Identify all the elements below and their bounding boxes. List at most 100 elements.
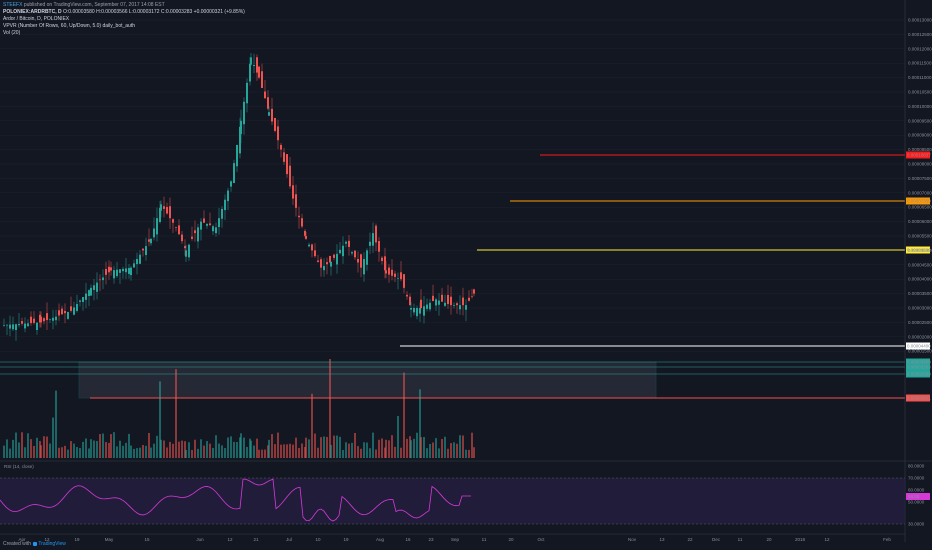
volume-bar [227, 437, 229, 458]
volume-bar [203, 445, 205, 458]
volume-legend[interactable]: Vol (20) [3, 30, 21, 36]
candle-body [21, 321, 23, 324]
volume-bar [330, 444, 332, 458]
volume-bar [160, 439, 162, 458]
volume-bar [388, 440, 390, 458]
candle-body [419, 308, 421, 314]
volume-bar [172, 443, 174, 458]
rsi-tick-label: 60.0000 [908, 488, 925, 493]
candle-body [125, 268, 127, 273]
volume-bar [465, 449, 467, 458]
rsi-pane[interactable]: 80.0000 70.0000 60.0000 50.0000 30.0000 54.58 [0, 460, 932, 527]
volume-bar [105, 442, 107, 458]
candle-body [409, 296, 411, 306]
candle-body [156, 218, 158, 235]
volume-bar [323, 436, 325, 458]
volume-bar [459, 435, 461, 458]
volume-bar [342, 449, 344, 458]
volume-bar [230, 436, 232, 458]
symbol-label[interactable]: POLONIEX:ARDRBTC, D [3, 9, 62, 15]
volume-bar [15, 432, 17, 458]
volume-bar [224, 448, 226, 458]
volume-bar [43, 436, 45, 458]
price-tick-label: 0.00001500 [908, 349, 932, 354]
candle-body [413, 308, 415, 313]
volume-bar [420, 437, 422, 458]
volume-bar [73, 443, 75, 458]
volume-bar [24, 447, 26, 458]
chart-header: STEEFX published on TradingView.com, Sep… [3, 2, 245, 37]
price-tick-label: 0.00002000 [908, 334, 932, 339]
candle-body [61, 308, 63, 315]
volume-bar [215, 435, 217, 458]
candle-body [378, 241, 380, 252]
candle-body [416, 308, 418, 317]
candle-body [40, 316, 42, 323]
candle-body [55, 316, 57, 321]
candle-body [215, 227, 217, 234]
volume-bar [18, 442, 20, 458]
candle-body [113, 270, 115, 279]
volume-bar [46, 436, 48, 458]
volume-bar [188, 442, 190, 458]
volume-bar [49, 443, 51, 458]
candle-body [292, 185, 294, 199]
volume-bar [194, 439, 196, 458]
volume-bar [82, 441, 84, 458]
volume-bar [360, 448, 362, 458]
volume-bar [473, 447, 475, 458]
price-tick-label: 0.00006000 [908, 219, 932, 224]
tradingview-brand[interactable]: TradingView [38, 541, 66, 547]
candle-body [133, 263, 135, 268]
volume-bar [212, 447, 214, 458]
time-tick-label: Sep [451, 537, 460, 542]
candle-body [314, 250, 316, 257]
candle-body [221, 208, 223, 219]
volume-bar [64, 445, 66, 458]
price-axis[interactable]: 0.00013000 0.00012500 0.00012000 0.00011500… [904, 0, 932, 542]
time-tick-label: 10 [315, 537, 321, 542]
candle-body [348, 240, 350, 247]
volume-bar [320, 437, 322, 458]
candle-body [354, 250, 356, 258]
candle-body [88, 290, 90, 297]
volume-bar [130, 445, 132, 458]
rsi-tick-label: 50.0000 [908, 500, 925, 505]
price-tick-label: 0.00009500 [908, 118, 932, 123]
volume-bar [139, 447, 141, 458]
time-tick-label: Apr [18, 537, 26, 542]
candle-body [410, 308, 412, 310]
candle-body [471, 296, 473, 297]
time-axis[interactable]: Apr 12 19 May 15 Jun 12 21 Jul 10 19 Aug 16 23 Sep 11 20… [0, 533, 905, 542]
volume-bar [240, 433, 242, 458]
ohlc-values: O:0.00003580 H:0.00003566 L:0.00003172 C… [63, 9, 245, 15]
candle-body [250, 57, 252, 65]
volume-bar [90, 439, 92, 458]
candle-body [99, 279, 101, 281]
candle-body [159, 207, 161, 223]
candle-body [169, 206, 171, 219]
vpvr-legend[interactable]: VPVR (Number Of Rows, 60, Up/Down, 5.0) … [3, 23, 136, 29]
volume-bar [333, 435, 335, 458]
candle-body [403, 274, 405, 288]
candle-body [148, 239, 150, 242]
time-tick-label: 19 [74, 537, 80, 542]
volume-bar [108, 442, 110, 458]
author-link[interactable]: STEEFX [3, 2, 23, 8]
candle-body [119, 269, 121, 273]
candle-body [258, 66, 260, 78]
candle-body [128, 267, 130, 274]
candle-body [351, 252, 353, 254]
candle-body [52, 317, 54, 321]
price-tick-label: 0.00008000 [908, 162, 932, 167]
price-tag-label: 0.00003900 [907, 360, 931, 365]
volume-bar [184, 441, 186, 458]
candle-body [366, 250, 368, 265]
price-tick-label: 0.00012000 [908, 46, 932, 51]
time-tick-label: Dec [712, 537, 721, 542]
candle-body [304, 230, 306, 236]
candle-body [184, 246, 186, 249]
volume-bar [372, 432, 374, 458]
volume-bar [456, 443, 458, 458]
